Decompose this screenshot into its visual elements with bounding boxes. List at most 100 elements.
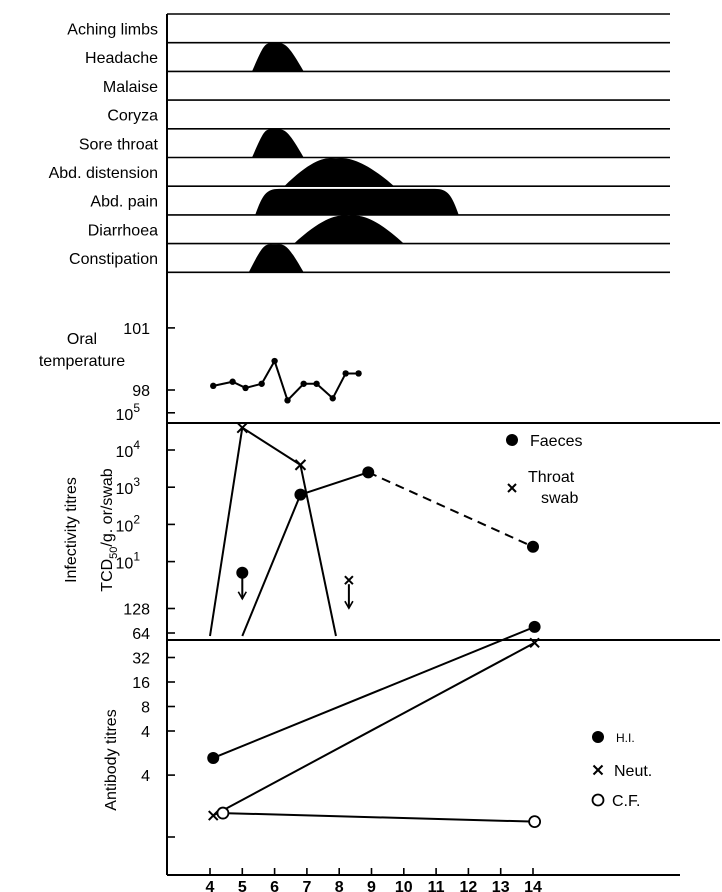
cf-point: [528, 815, 542, 829]
antibody-tick-label: 128: [123, 602, 150, 619]
symptom-episode: [251, 43, 304, 72]
throat-swab-point: [236, 421, 249, 434]
x-tick-label: 14: [524, 879, 542, 892]
antibody-panel: Antibody titres 128 64 32 16 8 4 4 H.I. Neut. C.…: [103, 602, 680, 876]
h-i-line: [212, 625, 535, 759]
symptom-label: Malaise: [103, 79, 158, 96]
faeces-point: [527, 540, 539, 553]
infectivity-ylabel: Infectivity titres: [63, 477, 80, 583]
infectivity-tick-label: 103: [116, 475, 141, 498]
symptom-episode: [255, 188, 459, 215]
antibody-tick-label: 4: [141, 724, 150, 741]
antibody-tick-label: 32: [132, 651, 150, 668]
x-tick-label: 9: [367, 879, 376, 892]
antibody-tick-label: 64: [132, 626, 150, 643]
temperature-point: [210, 382, 217, 390]
antibody-tick-label: 4: [141, 768, 150, 785]
neut-point-stroke-b: [529, 637, 540, 649]
infectivity-tick-exponent: 1: [133, 550, 140, 564]
throat-swab-below-detection-arrow-head: [344, 600, 354, 610]
x-tick-label: 6: [270, 879, 279, 892]
temperature-tick-label: 98: [132, 383, 150, 400]
symptoms-panel: Aching limbs Headache Malaise Coryza Sore th…: [49, 13, 670, 274]
temperature-point: [300, 380, 307, 387]
c-f-line: [222, 812, 535, 823]
infectivity-tick-exponent: 3: [133, 475, 140, 489]
temperature-ylabel-line1: Oral: [67, 331, 97, 348]
legend-throat-swab-marker: [507, 483, 517, 493]
infectivity-tick-label: 105: [116, 401, 141, 424]
hi-point: [528, 620, 541, 633]
antibody-tick-label: 8: [141, 700, 150, 717]
tcd-rest: /g. or/swab: [99, 468, 116, 546]
legend-throat-swab-label-line2: swab: [541, 490, 578, 507]
legend-cf-marker: [591, 793, 605, 807]
legend-faeces-marker: [506, 434, 518, 446]
symptom-label: Sore throat: [79, 136, 159, 153]
temperature-point: [284, 397, 291, 404]
neut-point: [529, 637, 540, 649]
x-tick-label: 5: [238, 879, 247, 892]
hi-point: [207, 751, 220, 764]
temperature-panel: Oral temperature 101 98: [39, 270, 362, 423]
throat-swab-below-detection-point: [344, 575, 354, 585]
symptom-label: Abd. pain: [90, 194, 158, 211]
temperature-point: [258, 380, 265, 387]
infectivity-tick-label: 102: [116, 512, 141, 535]
legend-faeces-label: Faeces: [530, 433, 582, 450]
symptom-episode: [251, 129, 304, 158]
symptom-episode: [248, 244, 304, 273]
x-axis-ticks: 4 5 6 7 8 9 10 11 12 13 14: [206, 868, 542, 892]
legend-cf-label: C.F.: [612, 793, 640, 810]
symptom-label: Constipation: [69, 251, 158, 268]
faeces-line-dashed: [367, 471, 534, 548]
legend-hi-label: H.I.: [616, 731, 635, 745]
temperature-point: [271, 357, 278, 365]
symptom-label: Abd. distension: [49, 165, 158, 182]
symptom-label: Coryza: [107, 108, 158, 125]
faeces-point: [362, 466, 375, 479]
temperature-point: [355, 370, 362, 377]
x-tick-label: 8: [335, 879, 344, 892]
infectivity-tick-exponent: 4: [133, 438, 140, 452]
infectivity-tick-exponent: 2: [133, 512, 140, 526]
temperature-tick-label: 101: [123, 321, 150, 338]
temperature-ylabel-line2: temperature: [39, 353, 125, 370]
throat-swab-point-stroke-b: [236, 421, 249, 434]
legend-throat-swab-marker-stroke-b: [507, 483, 517, 493]
tcd-text: TCD: [99, 559, 116, 592]
neut-point-stroke-b: [208, 810, 219, 821]
legend-hi-marker: [592, 731, 604, 743]
x-tick-label: 7: [302, 879, 311, 892]
faeces-below-detection-arrow-head: [237, 591, 247, 601]
antibody-tick-label: 16: [132, 675, 150, 692]
x-tick-label: 13: [492, 879, 510, 892]
temperature-point: [229, 378, 236, 385]
symptom-episode: [293, 215, 404, 244]
x-tick-label: 10: [395, 879, 413, 892]
legend-neut-marker: [592, 764, 604, 776]
x-tick-label: 11: [428, 879, 445, 892]
legend-neut-marker-stroke-b: [592, 764, 604, 776]
legend-neut-label: Neut.: [614, 763, 652, 780]
cf-point: [216, 806, 230, 820]
symptom-label: Aching limbs: [67, 22, 158, 39]
temperature-point: [342, 370, 349, 377]
symptom-label: Diarrhoea: [88, 222, 158, 239]
throat-swab-below-detection-arrow: [344, 584, 354, 610]
throat-swab-point: [294, 459, 307, 471]
throat-swab-point-stroke-b: [294, 459, 307, 471]
neut-line: [212, 641, 536, 817]
temperature-point: [313, 380, 320, 387]
faeces-point: [294, 488, 307, 501]
infectivity-tick-exponent: 5: [133, 401, 140, 415]
throat-swab-below-detection-point-stroke-b: [344, 575, 354, 585]
faeces-below-detection-arrow: [237, 572, 247, 601]
tcd-subscript: 50: [108, 547, 120, 559]
infectivity-panel: Infectivity titres TCD50/g. or/swab 105 1…: [63, 401, 720, 641]
neut-point: [208, 810, 219, 821]
legend-throat-swab-label: Throat: [528, 469, 575, 486]
antibody-ylabel: Antibody titres: [103, 709, 120, 810]
symptom-label: Headache: [85, 50, 158, 67]
